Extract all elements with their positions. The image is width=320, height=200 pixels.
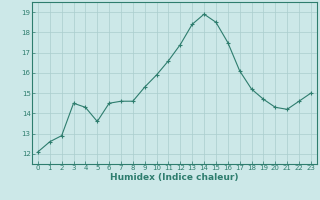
X-axis label: Humidex (Indice chaleur): Humidex (Indice chaleur) [110,173,239,182]
